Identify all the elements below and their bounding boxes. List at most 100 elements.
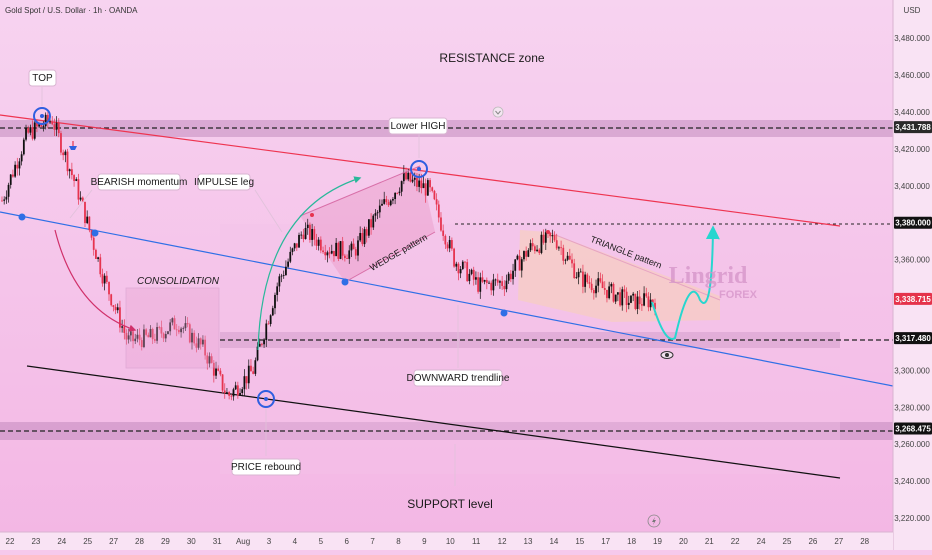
time-tick-4: 27 xyxy=(109,537,118,546)
candle-body xyxy=(191,332,193,343)
candle-body xyxy=(481,277,484,282)
candle-body xyxy=(105,275,108,282)
candle-body xyxy=(595,285,597,294)
candle-body xyxy=(413,177,416,180)
candle-body xyxy=(490,282,493,291)
candle-body xyxy=(450,240,453,249)
candle-body xyxy=(114,306,117,311)
candle-body xyxy=(46,114,49,123)
candle-body xyxy=(260,343,263,345)
rebound-circle-marker[interactable] xyxy=(257,390,275,408)
candle-body xyxy=(145,329,148,335)
candle-body xyxy=(442,230,445,236)
candle-body xyxy=(584,274,587,287)
lower-high-circle-dot xyxy=(417,167,421,171)
lightning-icon[interactable] xyxy=(647,514,661,528)
candle-body xyxy=(108,281,110,295)
candle-body xyxy=(361,233,364,245)
candle-body xyxy=(221,374,224,391)
price-rebound-label: PRICE rebound xyxy=(231,458,301,476)
candle-body xyxy=(416,177,418,187)
price-tick-8: 3,260.000 xyxy=(894,440,930,449)
candle-body xyxy=(533,246,536,252)
candle-body xyxy=(531,243,534,247)
price-axis[interactable] xyxy=(893,0,932,550)
lower-high-circle-marker[interactable] xyxy=(410,160,428,178)
candle-body xyxy=(219,370,222,375)
candle-body xyxy=(300,234,303,236)
candle-body xyxy=(215,368,217,376)
time-tick-15: 8 xyxy=(396,537,401,546)
candle-body xyxy=(254,360,257,374)
candle-body xyxy=(252,371,255,374)
candle-body xyxy=(606,289,608,299)
time-tick-6: 29 xyxy=(161,537,170,546)
consolidation-box xyxy=(125,287,220,369)
top-circle-marker[interactable] xyxy=(33,107,51,125)
candle-body xyxy=(127,335,130,340)
candle-body xyxy=(182,328,185,329)
candle-body xyxy=(278,276,281,287)
candle-body xyxy=(31,127,34,139)
candle-body xyxy=(647,296,650,308)
price-tag-4: 3,268.475 xyxy=(895,425,931,434)
candle-body xyxy=(603,288,606,290)
candle-body xyxy=(55,122,58,130)
svg-text:Lower HIGH: Lower HIGH xyxy=(390,121,445,132)
candle-body xyxy=(341,241,344,256)
candle-body xyxy=(132,331,134,342)
candle-body xyxy=(527,250,530,257)
candle-body xyxy=(512,270,514,280)
candle-body xyxy=(84,201,86,224)
bearish-arrow xyxy=(54,229,137,332)
alert-down-icon[interactable] xyxy=(492,106,504,118)
candle-body xyxy=(435,199,438,205)
downward-trendline xyxy=(0,211,894,387)
candle-body xyxy=(309,224,311,240)
candle-body xyxy=(156,327,158,341)
candle-body xyxy=(12,174,14,177)
candle-body xyxy=(326,252,329,256)
candle-body xyxy=(306,224,309,229)
candle-body xyxy=(3,199,6,201)
candle-body xyxy=(649,299,652,308)
candle-body xyxy=(365,229,368,236)
candle-body xyxy=(409,172,412,182)
candle-body xyxy=(359,233,362,241)
candle-body xyxy=(204,339,207,356)
candle-body xyxy=(197,338,200,348)
candle-body xyxy=(267,323,270,325)
candle-body xyxy=(485,279,488,283)
candle-body xyxy=(138,334,141,341)
candle-body xyxy=(315,239,318,246)
candle-body xyxy=(173,318,176,330)
price-tag-bg-1 xyxy=(894,216,932,229)
candle-body xyxy=(27,128,30,133)
candle-body xyxy=(343,255,346,258)
candle-body xyxy=(263,340,265,345)
bearish-connector xyxy=(69,189,93,219)
candle-body xyxy=(363,229,366,245)
candle-body xyxy=(540,234,543,253)
candle-body xyxy=(210,356,213,363)
candle-body xyxy=(250,365,252,372)
candle-body xyxy=(208,356,211,364)
time-tick-18: 11 xyxy=(472,537,481,546)
wedge-lower xyxy=(344,231,436,283)
candle-body xyxy=(68,169,71,172)
candle-body xyxy=(405,172,407,180)
candle-body xyxy=(588,282,591,284)
trend-touch-2 xyxy=(91,229,99,237)
time-axis[interactable] xyxy=(0,532,893,550)
time-axis-ticks: 22 23 24 25 27 28 29 30 31 Aug 3 4 5 6 7 8 9 10 11 12 13 14 15… xyxy=(6,537,870,546)
candle-body xyxy=(239,392,241,396)
candle-body xyxy=(549,232,552,237)
candle-body xyxy=(282,275,285,276)
candle-body xyxy=(551,235,554,237)
candle-body xyxy=(49,121,51,123)
candle-body xyxy=(372,215,375,228)
candle-body xyxy=(212,362,215,376)
support-trendline xyxy=(26,365,841,479)
